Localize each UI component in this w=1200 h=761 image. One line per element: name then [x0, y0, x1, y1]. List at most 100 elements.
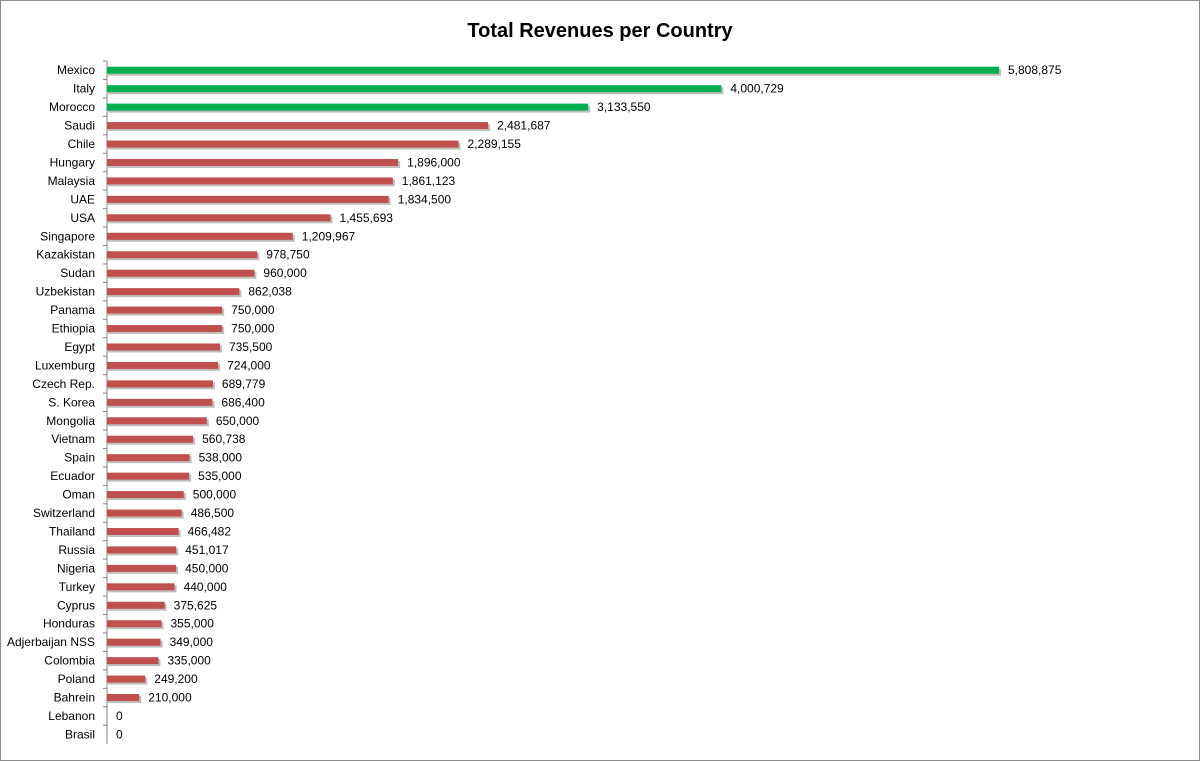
data-label: 450,000: [185, 561, 229, 575]
bar: [107, 214, 331, 222]
data-label: 1,209,967: [302, 229, 356, 243]
bar: [107, 491, 184, 499]
category-label: Malaysia: [48, 174, 96, 188]
plot-area: Mexico 5,808,875 Italy 4,000,729 Morocco 3,13…: [7, 60, 1062, 744]
category-label: Kazakistan: [36, 248, 95, 262]
category-label: Vietnam: [51, 432, 95, 446]
category-label: Italy: [73, 82, 95, 96]
data-label: 862,038: [248, 285, 292, 299]
data-label: 5,808,875: [1008, 63, 1062, 77]
data-label: 500,000: [193, 488, 237, 502]
category-label: Colombia: [44, 654, 95, 668]
bar: [107, 638, 161, 646]
bar: [107, 158, 399, 166]
data-label: 3,133,550: [597, 100, 651, 114]
category-label: Spain: [64, 451, 95, 465]
bar: [107, 546, 177, 554]
category-label: Morocco: [49, 100, 95, 114]
bar: [107, 694, 140, 702]
category-label: Ecuador: [50, 469, 95, 483]
data-label: 538,000: [199, 451, 243, 465]
data-label: 1,834,500: [398, 192, 452, 206]
category-label: Uzbekistan: [36, 285, 95, 299]
category-label: Mexico: [57, 63, 95, 77]
bar: [107, 140, 459, 148]
category-label: Turkey: [59, 580, 95, 594]
category-label: USA: [70, 211, 95, 225]
category-label: Lebanon: [48, 709, 95, 723]
data-label: 349,000: [170, 635, 214, 649]
bar: [107, 195, 389, 203]
data-label: 686,400: [221, 395, 265, 409]
bar: [107, 269, 255, 277]
category-label: Brasil: [65, 727, 95, 741]
data-label: 978,750: [266, 248, 310, 262]
bar: [107, 288, 240, 296]
bar: [107, 306, 223, 314]
bar: [107, 103, 589, 111]
data-label: 451,017: [185, 543, 229, 557]
category-label: Thailand: [49, 524, 95, 538]
data-label: 750,000: [231, 303, 275, 317]
data-label: 535,000: [198, 469, 242, 483]
data-label: 486,500: [191, 506, 235, 520]
bar: [107, 177, 393, 185]
data-label: 2,481,687: [497, 119, 551, 133]
data-label: 1,896,000: [407, 155, 461, 169]
bar: [107, 251, 258, 259]
bar: [107, 85, 722, 93]
bar: [107, 122, 489, 130]
category-label: Sudan: [60, 266, 95, 280]
category-label: Poland: [58, 672, 95, 686]
data-label: 355,000: [171, 617, 215, 631]
category-label: Ethiopia: [52, 322, 96, 336]
bar: [107, 66, 999, 74]
data-label: 560,738: [202, 432, 246, 446]
data-label: 0: [116, 709, 123, 723]
data-label: 650,000: [216, 414, 260, 428]
data-label: 689,779: [222, 377, 266, 391]
bar: [107, 657, 159, 665]
bar: [107, 509, 182, 517]
category-label: Hungary: [50, 155, 95, 169]
category-label: Cyprus: [57, 598, 95, 612]
data-label: 960,000: [263, 266, 307, 280]
category-label: Nigeria: [57, 561, 95, 575]
category-label: Adjerbaijan NSS: [7, 635, 95, 649]
data-label: 335,000: [167, 654, 211, 668]
category-label: Chile: [68, 137, 96, 151]
bar: [107, 601, 165, 609]
category-label: Singapore: [40, 229, 95, 243]
data-label: 750,000: [231, 322, 275, 336]
chart-title: Total Revenues per Country: [467, 20, 733, 42]
data-label: 375,625: [174, 598, 218, 612]
bar: [107, 232, 293, 240]
bar: [107, 361, 219, 369]
bar: [107, 527, 179, 535]
bar: [107, 583, 175, 591]
category-label: S. Korea: [48, 395, 95, 409]
data-label: 1,455,693: [340, 211, 394, 225]
bar: [107, 417, 207, 425]
bar: [107, 472, 190, 480]
bar: [107, 435, 194, 443]
category-label: Honduras: [43, 617, 95, 631]
data-label: 735,500: [229, 340, 273, 354]
bar: [107, 675, 146, 683]
data-label: 0: [116, 727, 123, 741]
bar: [107, 564, 177, 572]
category-label: Luxemburg: [35, 358, 95, 372]
data-label: 724,000: [227, 358, 271, 372]
category-label: Oman: [62, 488, 95, 502]
category-label: Saudi: [64, 119, 95, 133]
category-label: Bahrein: [54, 691, 95, 705]
category-label: UAE: [70, 192, 95, 206]
bar: [107, 343, 220, 351]
category-label: Switzerland: [33, 506, 95, 520]
bar: [107, 398, 213, 406]
data-label: 4,000,729: [730, 82, 784, 96]
data-label: 249,200: [154, 672, 198, 686]
bar: [107, 620, 162, 628]
category-label: Panama: [50, 303, 95, 317]
